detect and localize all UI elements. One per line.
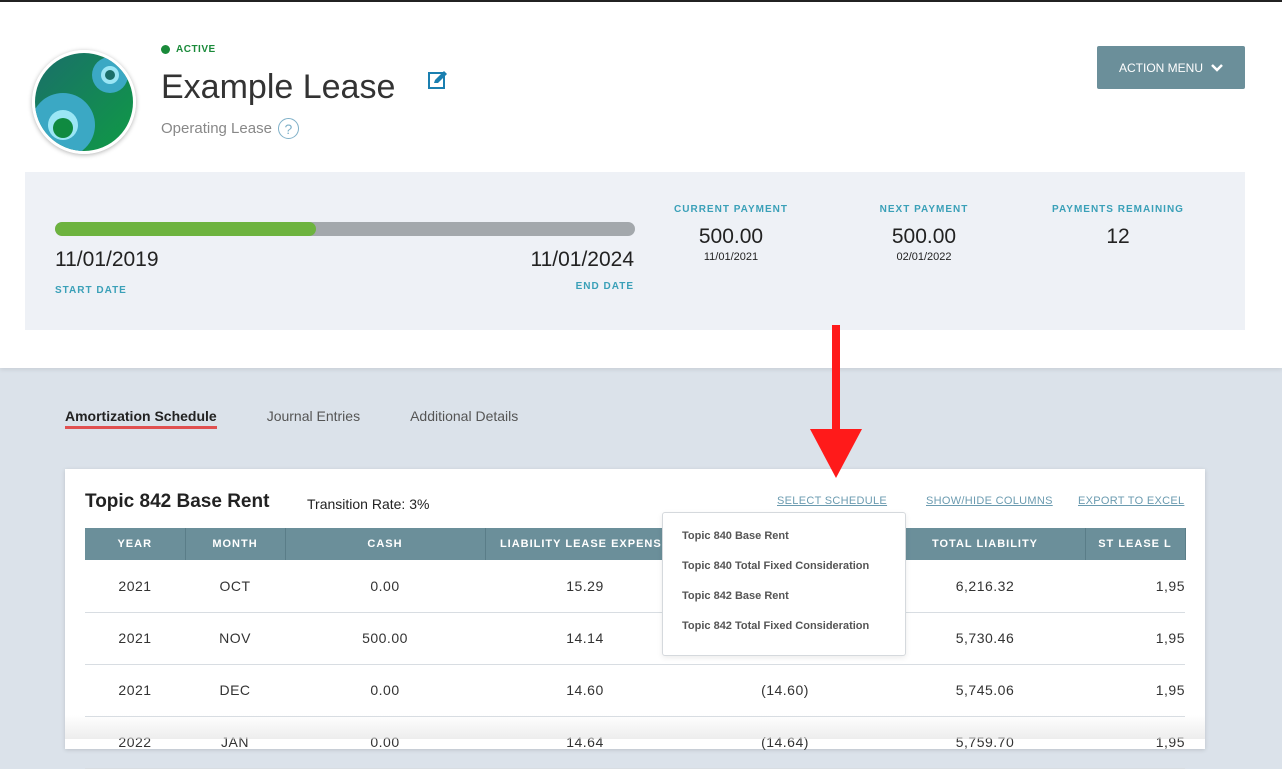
table-row: 2021 OCT 0.00 15.29 6,216.32 1,95 — [85, 560, 1185, 613]
scroll-fade — [65, 715, 1205, 739]
tab-amortization-schedule[interactable]: Amortization Schedule — [65, 408, 217, 429]
table-cell: 500.00 — [285, 612, 485, 665]
table-cell: 0.00 — [285, 560, 485, 613]
end-date-label: END DATE — [575, 281, 634, 292]
column-header[interactable]: LIABILITY LEASE EXPENSE — [485, 528, 686, 560]
lease-summary: 11/01/2019 START DATE 11/01/2024 END DAT… — [25, 172, 1245, 330]
schedule-card: Topic 842 Base Rent Transition Rate: 3% … — [65, 469, 1205, 769]
table-cell: 14.60 — [485, 664, 685, 717]
dropdown-item[interactable]: Topic 840 Total Fixed Consideration — [682, 560, 870, 572]
table-cell: 14.14 — [485, 612, 685, 665]
table-cell: 5,745.06 — [885, 664, 1085, 717]
current-payment-value: 500.00 — [698, 225, 764, 248]
table-cell: 5,730.46 — [885, 612, 1085, 665]
table-cell: 1,95 — [1085, 612, 1185, 665]
select-schedule-link[interactable]: SELECT SCHEDULE — [777, 495, 888, 507]
next-payment: NEXT PAYMENT 500.00 02/01/2022 — [824, 204, 1024, 263]
dropdown-item[interactable]: Topic 842 Total Fixed Consideration — [682, 620, 870, 632]
tab-additional-details[interactable]: Additional Details — [410, 408, 519, 424]
lease-type: Operating Lease? — [161, 118, 299, 139]
next-payment-value: 500.00 — [891, 225, 957, 248]
term-progress-bar — [55, 222, 635, 236]
table-cell: 1,95 — [1085, 664, 1185, 717]
table-cell: OCT — [185, 560, 285, 613]
next-payment-label: NEXT PAYMENT — [879, 204, 969, 215]
action-menu-label: ACTION MENU — [1119, 60, 1203, 75]
lease-type-text: Operating Lease — [161, 120, 272, 137]
start-date-label: START DATE — [55, 285, 127, 296]
gears-icon — [35, 53, 133, 151]
help-icon[interactable]: ? — [277, 118, 299, 139]
table-row: 2021 DEC 0.00 14.60 (14.60) 5,745.06 1,95 — [85, 664, 1185, 717]
current-payment-label: CURRENT PAYMENT — [674, 204, 788, 215]
start-date: 11/01/2019 — [55, 248, 159, 271]
table-cell: DEC — [185, 664, 285, 717]
status-dot-icon — [161, 45, 170, 54]
table-row: 2021 NOV 500.00 14.14 5,730.46 1,95 — [85, 612, 1185, 665]
table-cell: 1,95 — [1085, 560, 1185, 613]
table-cell: 2021 — [85, 560, 185, 613]
red-arrow-annotation — [810, 325, 862, 478]
export-to-excel-link[interactable]: EXPORT TO EXCEL — [1078, 495, 1185, 507]
column-header[interactable]: CASH — [285, 528, 486, 560]
table-cell: (14.60) — [685, 664, 885, 717]
status-text: ACTIVE — [176, 44, 216, 55]
table-cell: NOV — [185, 612, 285, 665]
term-progress-fill — [55, 222, 316, 236]
table-cell: 6,216.32 — [885, 560, 1085, 613]
action-menu-button[interactable]: ACTION MENU — [1097, 46, 1245, 89]
next-payment-date: 02/01/2022 — [896, 251, 952, 263]
end-date: 11/01/2024 — [530, 248, 634, 271]
column-header[interactable]: YEAR — [85, 528, 186, 560]
table-cell: 15.29 — [485, 560, 685, 613]
page-title: Example Lease — [161, 68, 396, 106]
transition-rate: Transition Rate: 3% — [307, 496, 430, 512]
payments-remaining: PAYMENTS REMAINING 12 — [1018, 204, 1218, 249]
dropdown-item[interactable]: Topic 842 Base Rent — [682, 590, 789, 602]
lease-avatar — [32, 50, 136, 154]
show-hide-columns-link[interactable]: SHOW/HIDE COLUMNS — [926, 495, 1053, 507]
table-cell: 2021 — [85, 612, 185, 665]
payments-remaining-value: 12 — [1106, 225, 1130, 248]
current-payment-date: 11/01/2021 — [703, 251, 759, 263]
tab-journal-entries[interactable]: Journal Entries — [266, 408, 361, 424]
select-schedule-dropdown: Topic 840 Base Rent Topic 840 Total Fixe… — [662, 512, 906, 656]
current-payment: CURRENT PAYMENT 500.00 11/01/2021 — [631, 204, 831, 263]
lease-header: ACTIVE Example Lease Operating Lease? AC… — [0, 2, 1282, 368]
payments-remaining-label: PAYMENTS REMAINING — [1052, 204, 1184, 215]
table-cell: 0.00 — [285, 664, 485, 717]
column-header[interactable]: MONTH — [185, 528, 286, 560]
status-badge: ACTIVE — [161, 44, 216, 55]
schedule-title: Topic 842 Base Rent — [85, 491, 270, 512]
edit-icon[interactable] — [428, 70, 448, 95]
column-header[interactable]: ST LEASE L — [1085, 528, 1186, 560]
tab-bar: Amortization Schedule Journal Entries Ad… — [65, 408, 518, 429]
chevron-down-icon — [1211, 63, 1223, 72]
table-cell: 2021 — [85, 664, 185, 717]
column-header[interactable]: TOTAL LIABILITY — [885, 528, 1086, 560]
top-border — [0, 0, 1282, 2]
dropdown-item[interactable]: Topic 840 Base Rent — [682, 530, 789, 542]
